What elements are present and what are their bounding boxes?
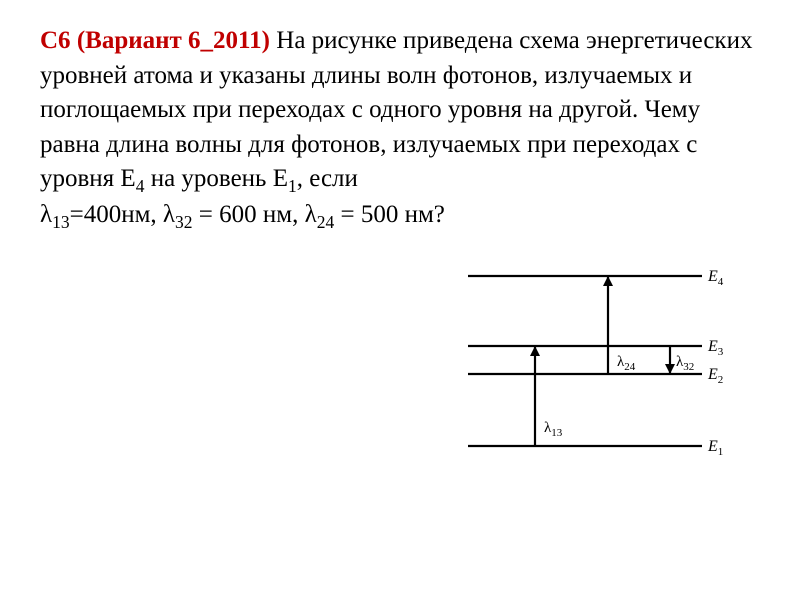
energy-level-diagram: E4 E3 E2 E1 λ13 λ24 λ32 bbox=[460, 256, 750, 456]
body-mid: на уровень E bbox=[144, 165, 288, 192]
svg-text:E4: E4 bbox=[707, 268, 724, 288]
svg-text:E3: E3 bbox=[707, 338, 724, 358]
lambda-1a: λ bbox=[40, 201, 52, 228]
svg-text:E1: E1 bbox=[707, 438, 723, 456]
svg-text:λ13: λ13 bbox=[544, 420, 563, 439]
lambda-1d: = 500 нм? bbox=[334, 201, 445, 228]
lambda-sub-32: 32 bbox=[175, 212, 193, 232]
svg-text:λ24: λ24 bbox=[617, 354, 636, 373]
problem-label: С6 bbox=[40, 27, 71, 54]
body-post: , если bbox=[297, 165, 358, 192]
lambda-sub-24: 24 bbox=[317, 212, 335, 232]
problem-variant: (Вариант 6_2011) bbox=[77, 27, 270, 54]
problem-text: С6 (Вариант 6_2011) На рисунке приведена… bbox=[40, 24, 760, 234]
svg-text:E2: E2 bbox=[707, 366, 723, 386]
lambda-sub-13: 13 bbox=[52, 212, 70, 232]
e1-sub: 1 bbox=[288, 176, 297, 196]
lambda-1c: = 600 нм, λ bbox=[193, 201, 317, 228]
lambda-1b: =400нм, λ bbox=[70, 201, 175, 228]
svg-text:λ32: λ32 bbox=[676, 354, 694, 373]
diagram-container: E4 E3 E2 E1 λ13 λ24 λ32 bbox=[40, 256, 760, 456]
